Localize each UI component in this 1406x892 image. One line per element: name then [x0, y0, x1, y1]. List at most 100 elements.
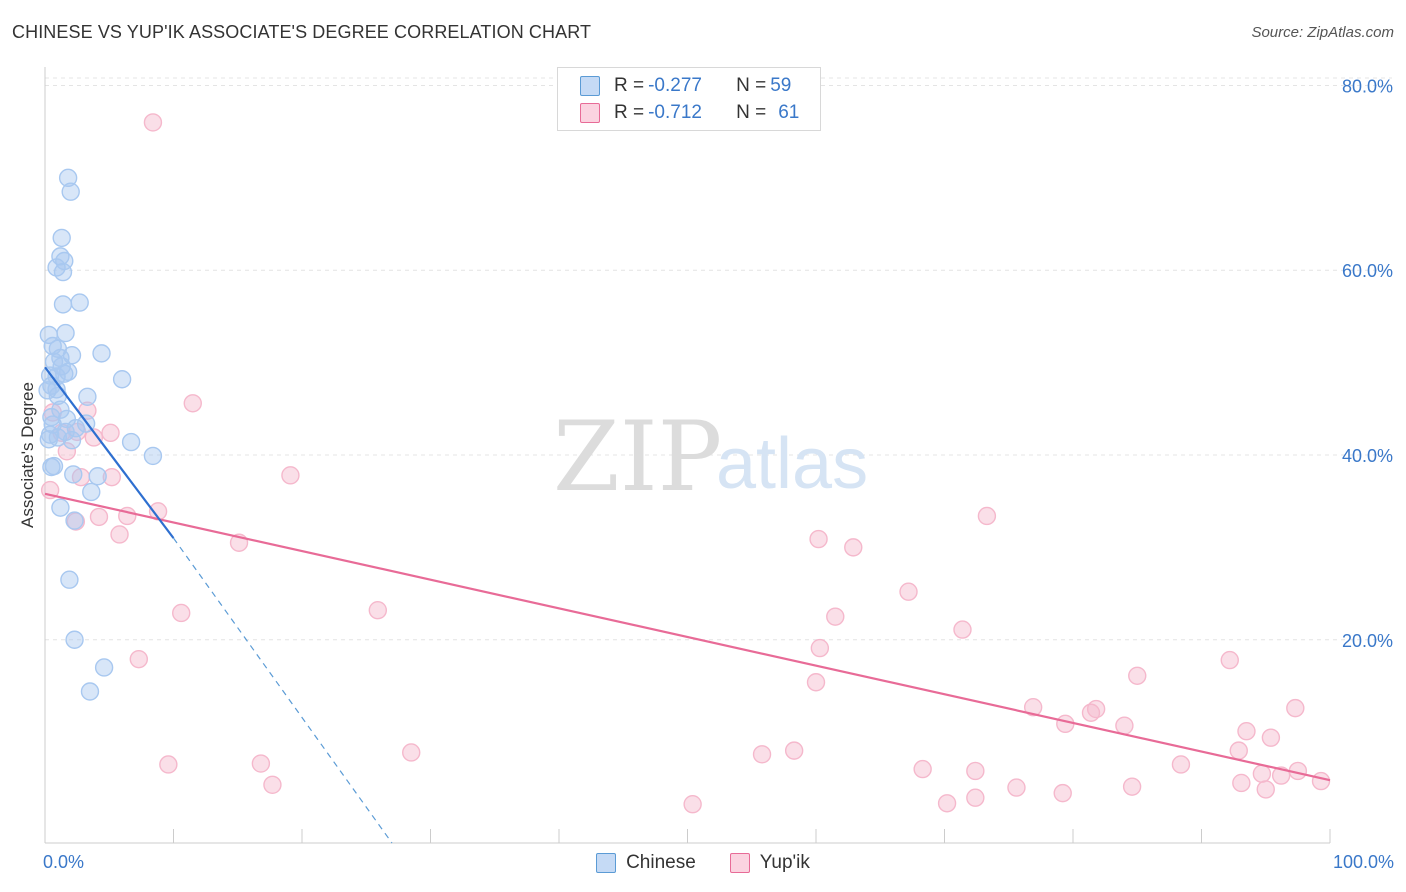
yupik-point-11 [102, 467, 122, 487]
yupik-point-41 [159, 755, 178, 774]
stats-row-yupik: R = -0.712 N = 61 [580, 101, 799, 125]
n-label: N = [736, 75, 767, 96]
source-label: Source: ZipAtlas.com [1251, 24, 1394, 41]
yupik-point-1 [183, 394, 202, 413]
yupik-point-23 [809, 529, 828, 549]
yupik-point-50 [1252, 764, 1272, 783]
yupik-point-52 [1232, 773, 1251, 793]
chinese-point-39 [121, 432, 141, 452]
chinese-trend-line [44, 366, 175, 539]
legend-item-yupik[interactable]: Yup'ik [729, 852, 810, 874]
chinese-point-6 [53, 262, 73, 282]
axes [44, 67, 1331, 844]
yupik-point-17 [110, 525, 129, 544]
chinese-trend-extension [173, 537, 393, 844]
yupik-point-31 [1220, 650, 1239, 670]
legend-label-chinese: Chinese [626, 852, 696, 873]
y-tick-label-20: 20.0% [1342, 631, 1393, 651]
legend-label-yupik: Yup'ik [759, 852, 810, 873]
trend-lines [44, 366, 1331, 844]
yupik-point-61 [683, 795, 702, 814]
chinese-point-7 [70, 293, 89, 312]
yupik-point-5 [101, 423, 120, 443]
yupik-point-46 [913, 759, 932, 779]
chinese-point-49 [65, 630, 84, 649]
yupik-points [40, 113, 1331, 814]
yupik-swatch [580, 103, 600, 123]
yupik-point-57 [1256, 780, 1275, 799]
yupik-point-33 [1115, 716, 1134, 735]
chinese-swatch [580, 76, 600, 96]
chinese-point-50 [94, 658, 114, 677]
yupik-point-24 [844, 538, 863, 557]
chinese-point-46 [51, 498, 70, 517]
n-value: 61 [778, 102, 800, 123]
chinese-point-22 [112, 370, 132, 389]
yupik-point-36 [1086, 699, 1106, 719]
watermark-atlas: atlas [716, 424, 868, 504]
yupik-point-0 [143, 113, 163, 132]
y-tick-labels: 20.0% 40.0% 60.0% 80.0% [1342, 76, 1393, 650]
r-value: -0.277 [648, 75, 702, 96]
chinese-point-1 [61, 182, 80, 201]
gridlines [45, 77, 1392, 641]
yupik-point-43 [402, 743, 421, 762]
yupik-point-25 [899, 582, 918, 601]
chinese-point-2 [52, 228, 71, 248]
yupik-point-38 [1237, 722, 1256, 741]
yupik-trend-line [44, 492, 1331, 782]
yupik-point-44 [752, 745, 772, 764]
yupik-point-19 [172, 603, 191, 623]
chinese-point-43 [42, 457, 61, 477]
yupik-point-48 [1171, 755, 1191, 774]
chinese-point-0 [58, 168, 78, 188]
yupik-point-8 [57, 442, 77, 461]
yupik-point-29 [806, 673, 826, 692]
yupik-point-30 [1128, 666, 1147, 685]
y-tick-label-80: 80.0% [1342, 76, 1393, 96]
watermark-zip: ZIP [553, 401, 722, 513]
chinese-point-8 [53, 295, 73, 314]
yupik-point-40 [1229, 741, 1248, 760]
yupik-point-26 [826, 607, 845, 626]
yupik-point-32 [1023, 698, 1043, 717]
yupik-point-39 [1261, 728, 1281, 747]
yupik-point-14 [89, 507, 109, 527]
yupik-point-42 [251, 754, 271, 773]
yupik-point-28 [810, 638, 830, 658]
legend-item-chinese[interactable]: Chinese [596, 852, 696, 874]
y-tick-label-40: 40.0% [1342, 446, 1393, 466]
yupik-point-16 [66, 512, 86, 531]
chinese-point-47 [65, 511, 84, 530]
yupik-point-60 [937, 794, 957, 813]
yupik-point-59 [966, 788, 985, 807]
chinese-point-10 [56, 323, 75, 343]
x-tick-max: 100.0% [1332, 852, 1394, 872]
chinese-point-41 [64, 465, 83, 484]
chinese-point-51 [80, 682, 100, 701]
stats-legend: R = -0.277 N = 59 R = -0.712 N = 61 [557, 67, 821, 131]
yupik-legend-swatch [729, 853, 750, 873]
yupik-point-55 [1053, 783, 1072, 803]
chart-title: CHINESE VS YUP'IK ASSOCIATE'S DEGREE COR… [12, 22, 592, 42]
yupik-point-54 [1007, 778, 1026, 797]
chinese-point-45 [143, 446, 163, 466]
chinese-point-21 [47, 367, 66, 386]
chinese-point-26 [78, 387, 97, 406]
r-label: R = [614, 75, 645, 96]
yupik-point-45 [784, 741, 804, 760]
yupik-point-20 [368, 601, 388, 620]
yupik-point-58 [1311, 771, 1331, 791]
stats-row-chinese: R = -0.277 N = 59 [580, 74, 791, 98]
chinese-point-13 [92, 344, 111, 363]
yupik-point-34 [1056, 714, 1075, 734]
yupik-point-47 [966, 761, 985, 781]
series-legend: Chinese Yup'ik [0, 852, 1406, 874]
yupik-point-53 [263, 775, 282, 794]
chinese-point-48 [60, 570, 79, 589]
yupik-point-37 [1286, 698, 1305, 718]
yupik-point-7 [84, 428, 104, 447]
yupik-point-56 [1122, 777, 1142, 796]
chinese-point-44 [82, 482, 101, 502]
